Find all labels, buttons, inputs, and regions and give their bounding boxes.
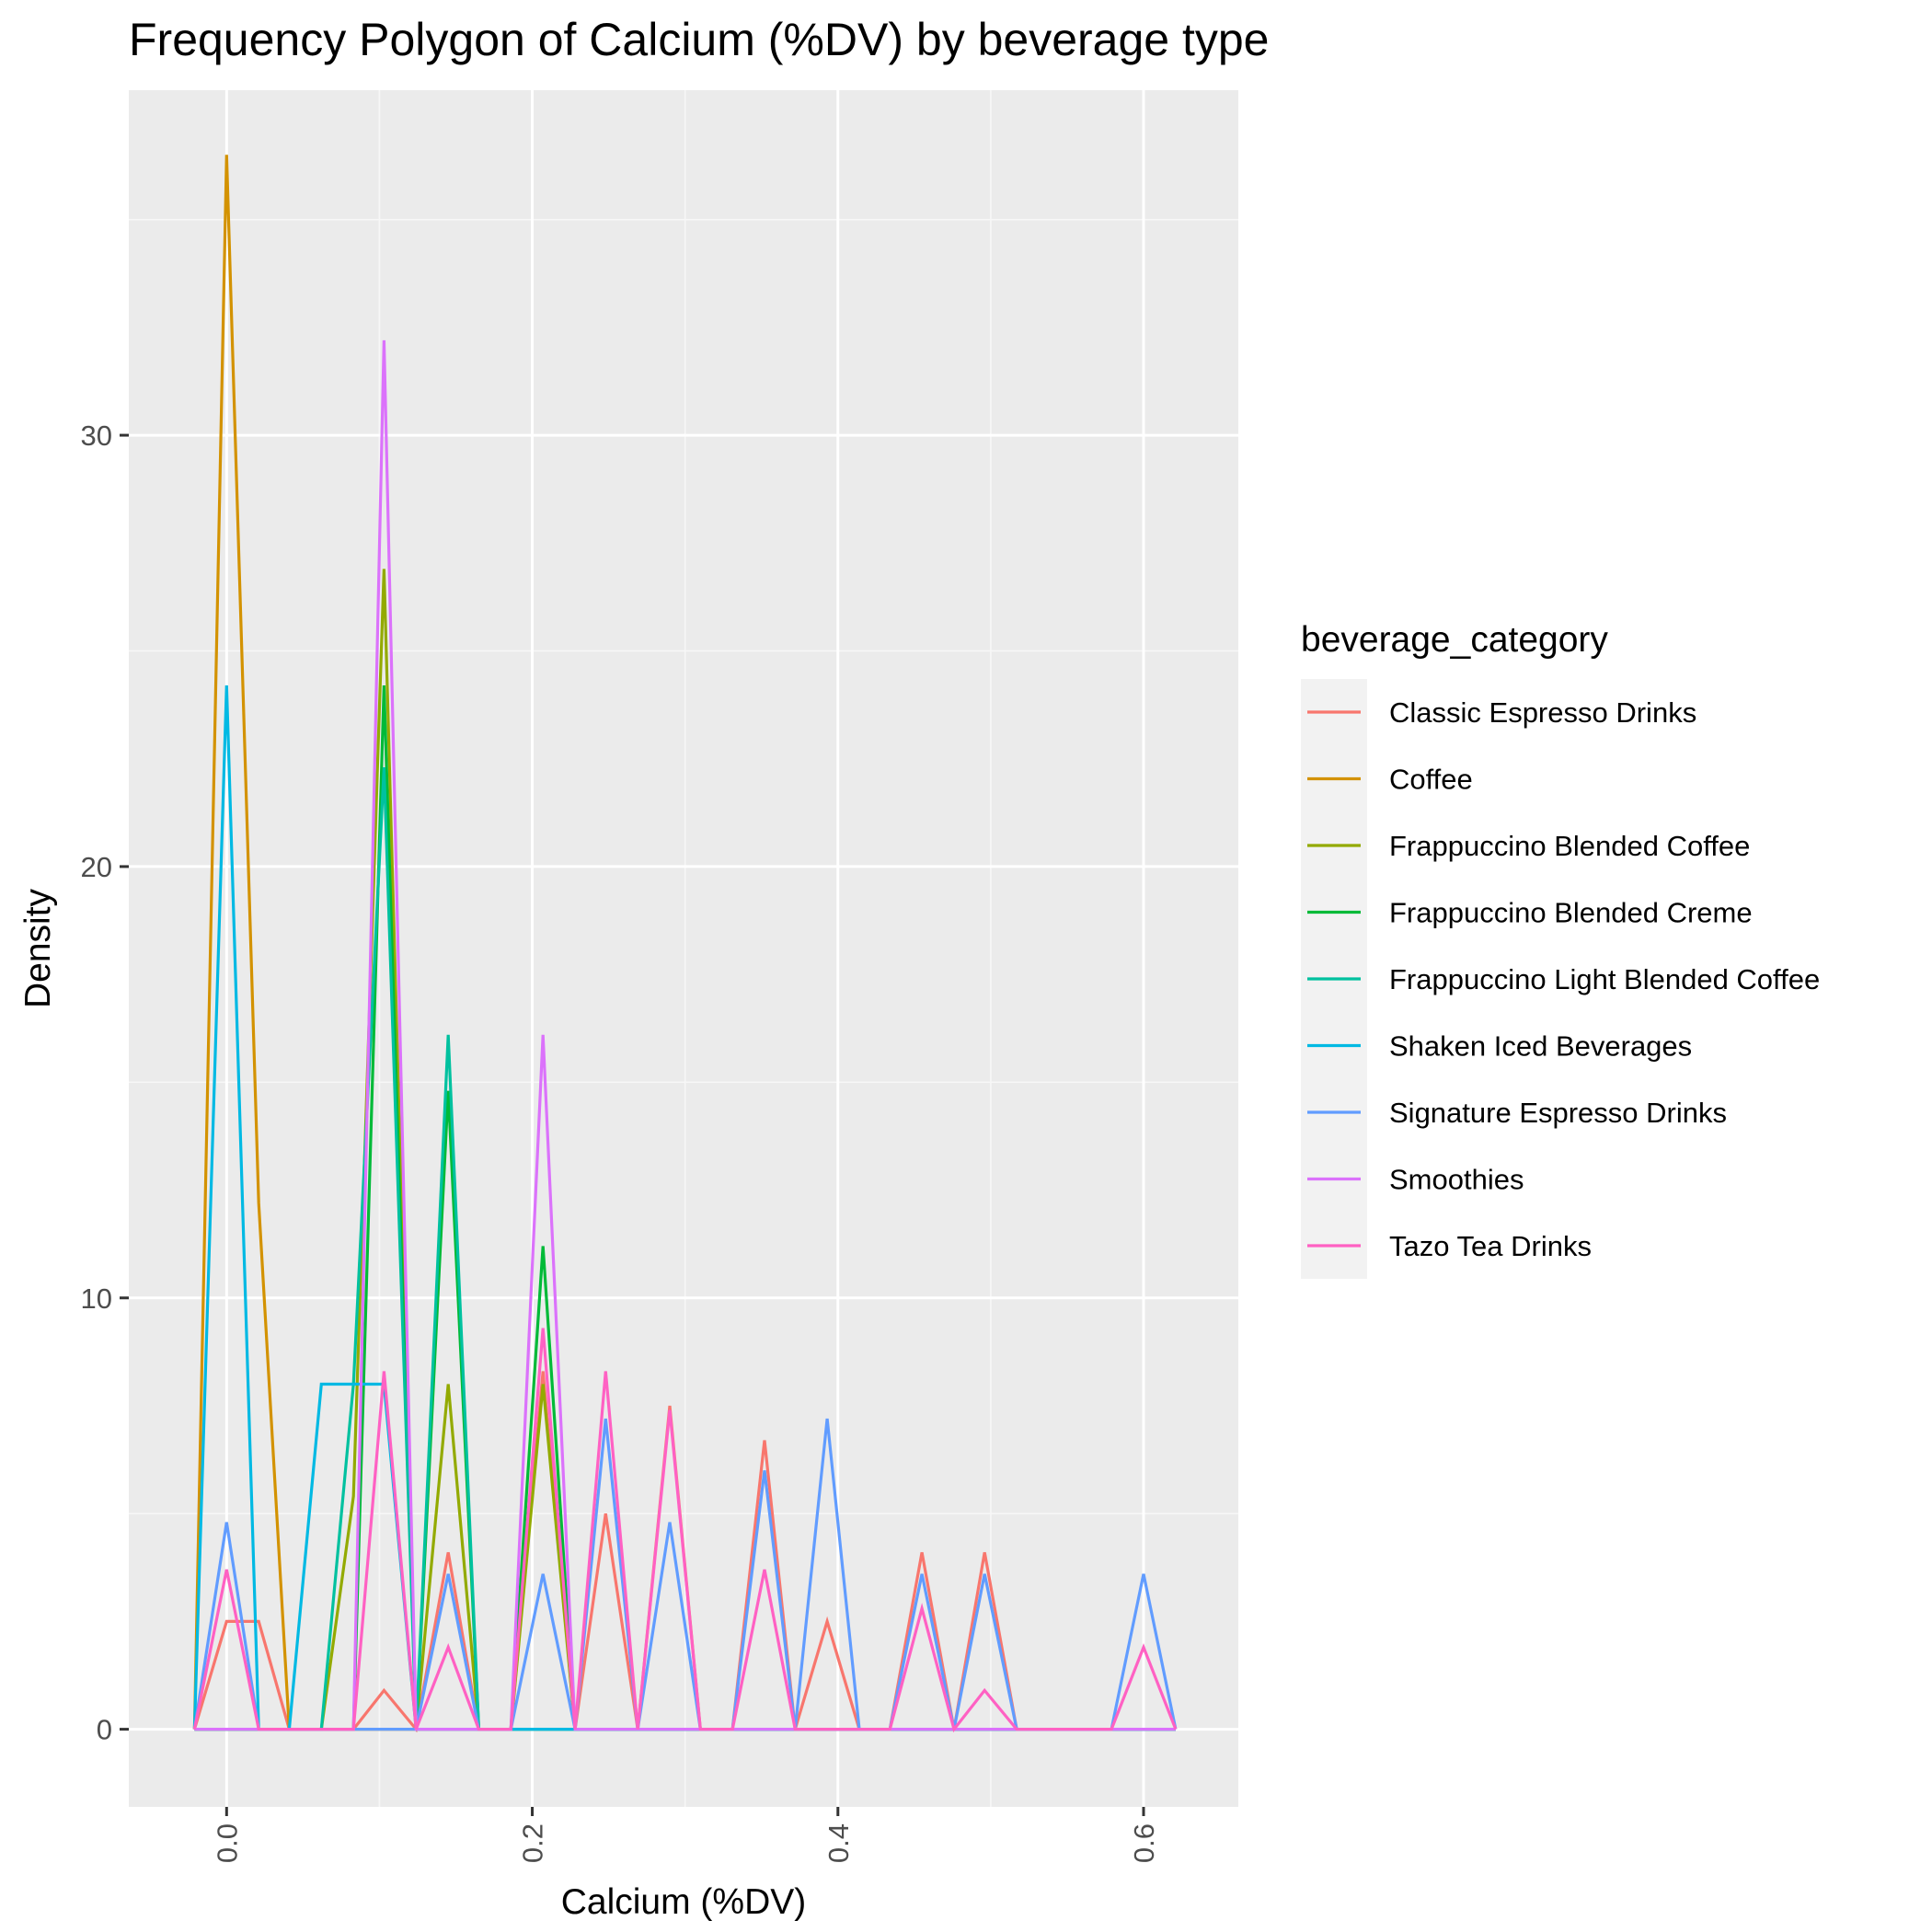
legend: beverage_category Classic Espresso Drink… — [1301, 620, 1820, 1279]
y-tick-label: 10 — [81, 1282, 112, 1315]
x-tick-label: 0.0 — [211, 1823, 243, 1863]
legend-label: Tazo Tea Drinks — [1389, 1230, 1592, 1262]
x-tick-label: 0.4 — [822, 1823, 855, 1863]
series-line-tazo-tea-drinks — [192, 1328, 1178, 1733]
plot-panel — [129, 90, 1238, 1807]
x-tick-label: 0.6 — [1128, 1823, 1160, 1863]
legend-label: Signature Espresso Drinks — [1389, 1097, 1727, 1129]
x-axis-tick-labels: 0.0 0.2 0.4 0.6 — [211, 1823, 1160, 1863]
x-tick-label: 0.2 — [517, 1823, 549, 1863]
axis-ticks — [120, 433, 1145, 1816]
legend-label: Frappuccino Light Blended Coffee — [1389, 963, 1820, 995]
x-axis-title: Calcium (%DV) — [561, 1882, 807, 1922]
y-tick-label: 30 — [81, 420, 112, 452]
minor-gridlines — [129, 90, 1238, 1807]
legend-items: Classic Espresso Drinks Coffee Frappuccino… — [1307, 696, 1820, 1262]
legend-label: Smoothies — [1389, 1164, 1524, 1196]
series-line-smoothies — [194, 339, 1176, 1731]
chart-title: Frequency Polygon of Calcium (%DV) by be… — [129, 14, 1269, 65]
y-axis-title: Density — [18, 888, 58, 1008]
legend-title: beverage_category — [1301, 620, 1608, 660]
y-tick-label: 20 — [81, 851, 112, 883]
series-line-signature-espresso-drinks — [192, 1418, 1178, 1731]
y-axis-tick-labels: 0 10 20 30 — [81, 420, 112, 1746]
legend-label: Coffee — [1389, 764, 1473, 796]
legend-label: Frappuccino Blended Creme — [1389, 897, 1753, 929]
series-lines — [192, 155, 1178, 1733]
y-tick-label: 0 — [97, 1714, 112, 1746]
legend-label: Frappuccino Blended Coffee — [1389, 830, 1750, 862]
legend-label: Shaken Iced Beverages — [1389, 1030, 1692, 1063]
legend-label: Classic Espresso Drinks — [1389, 696, 1696, 729]
